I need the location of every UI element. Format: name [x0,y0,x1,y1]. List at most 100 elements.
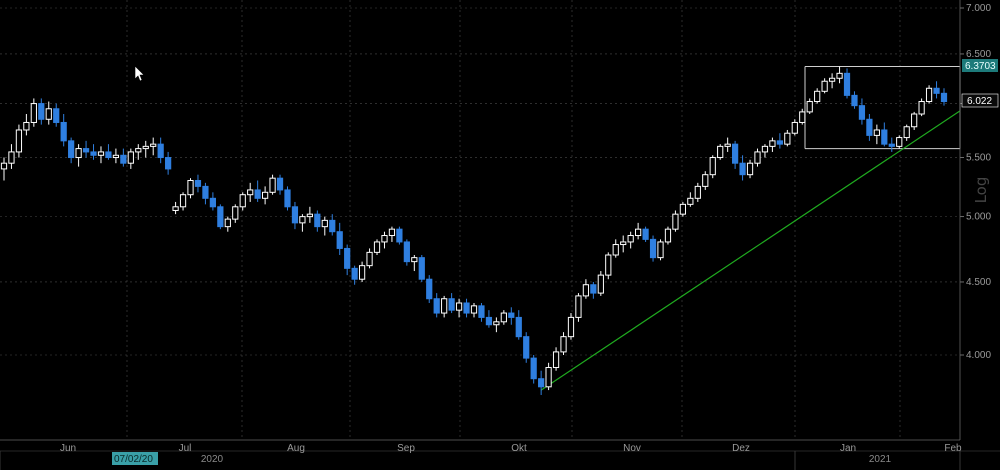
candle-body [567,316,575,338]
candle [642,226,649,242]
candle [381,231,388,249]
candle [60,114,67,147]
candle [232,204,239,223]
candle [672,210,679,232]
candle [851,91,858,109]
candle [724,137,731,152]
candle [30,98,37,127]
candle [940,88,948,106]
candle-body [806,101,813,113]
x-month-label: Aug [287,443,305,454]
candle-body [38,103,45,120]
candle-body [135,148,142,153]
candle-body [82,148,90,153]
candle [746,159,754,179]
candle-body [672,213,679,230]
candle-body [90,151,97,156]
candle-body [523,336,530,359]
candle [739,155,746,181]
candle-body [0,162,8,170]
candle-body [30,103,37,123]
candle [866,114,873,141]
grid [0,0,960,440]
candle [560,332,567,355]
candle-body [664,228,672,243]
candle [858,98,866,125]
candle-body [911,113,918,128]
candle-body [724,143,731,147]
candle [597,271,604,296]
candle [321,216,328,236]
x-month-label: Okt [511,443,527,454]
candle [881,122,888,147]
candle [918,98,925,117]
candle [426,275,433,303]
y-tick-label: 4.500 [966,277,991,288]
candle-body [746,162,754,176]
candle [157,137,164,164]
candle-body [687,197,694,205]
candle-body [545,367,552,388]
candle-body [694,185,701,199]
candle [276,174,284,195]
candle [799,108,806,125]
candle [202,182,209,205]
candle [187,178,194,199]
candle [612,239,619,258]
candle-body [68,140,75,159]
y-tick-label: 4.000 [966,350,991,361]
candle-body [314,213,321,228]
candle [336,222,343,256]
candle-body [97,151,105,156]
candle-body [157,143,164,159]
candle [351,265,358,285]
candle-body [45,108,52,120]
candle-body [172,206,179,211]
candle [694,182,701,202]
candle [269,174,276,195]
candle [679,201,686,217]
candle [142,140,149,158]
candle-body [552,351,560,369]
candle [545,362,552,391]
candle [179,192,187,211]
candle-body [60,121,67,142]
candle [493,317,500,333]
candle [441,295,448,318]
candle-body [627,235,634,243]
candle-body [508,312,515,318]
trendline [540,110,961,391]
candle [530,355,537,384]
candle [664,226,672,245]
candle-body [761,145,769,153]
candle-body [702,174,709,187]
cursor-date-tag: 07/02/20 [112,452,158,465]
candle [396,226,403,245]
candle [620,235,627,253]
candle-body [717,145,724,159]
candle-body [373,241,381,253]
candle-body [232,206,239,220]
candle [299,214,306,232]
candle [75,144,82,167]
candle-body [791,121,798,134]
trendline-line [540,110,961,391]
candle [806,98,813,115]
candle-body [23,121,30,131]
y-tick-label: 7.000 [966,3,991,14]
candle-body [896,137,903,147]
candle [284,186,291,211]
candle [418,255,425,282]
candle [485,310,493,328]
candle-body [605,254,612,276]
candle [567,313,575,340]
candle [291,201,299,230]
candle [523,332,530,363]
candle-body [679,203,686,215]
candle-body [784,132,791,145]
candle-body [881,129,888,145]
cursor-date-label: 07/02/20 [114,454,153,465]
candle-body [448,298,455,311]
candle [217,204,224,230]
